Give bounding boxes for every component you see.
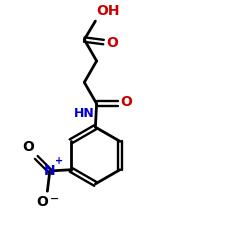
Text: O: O [36,195,48,209]
Text: HN: HN [74,107,95,120]
Text: OH: OH [96,4,120,18]
Text: −: − [50,194,60,204]
Text: O: O [120,96,132,110]
Text: +: + [55,156,64,166]
Text: O: O [106,36,118,50]
Text: N: N [44,164,56,178]
Text: O: O [22,140,34,154]
